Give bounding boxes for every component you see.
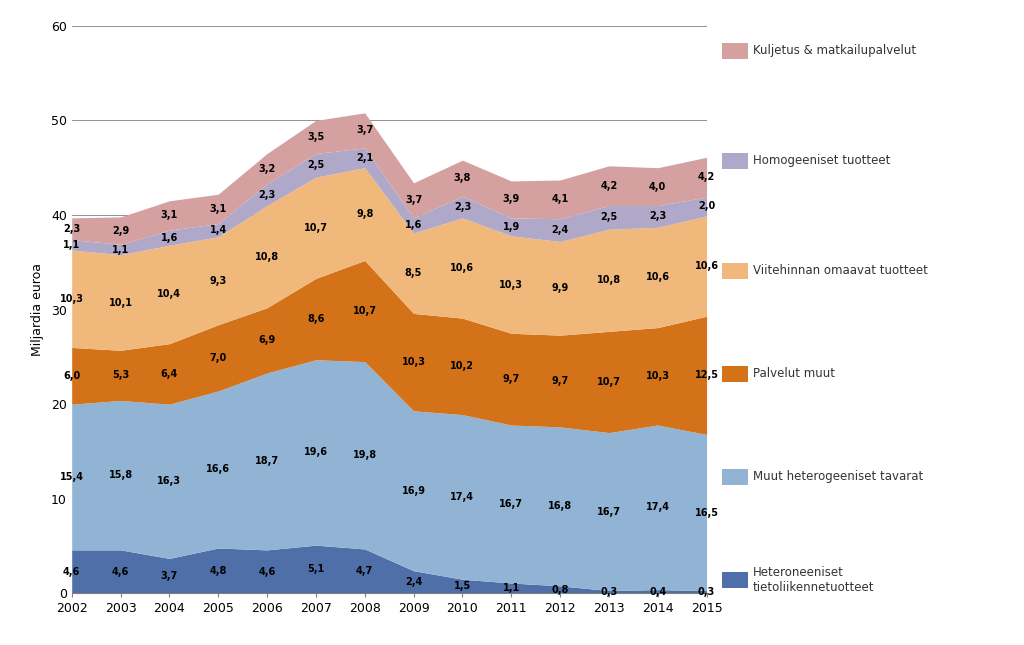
Text: 4,2: 4,2 (698, 172, 715, 182)
Text: 0,3: 0,3 (600, 587, 617, 597)
Text: 1,5: 1,5 (454, 581, 471, 591)
Text: 3,9: 3,9 (503, 194, 520, 204)
Text: 6,4: 6,4 (161, 369, 178, 379)
Text: 9,8: 9,8 (356, 209, 374, 219)
Text: 9,9: 9,9 (552, 283, 568, 293)
Text: 2,3: 2,3 (63, 224, 80, 233)
Text: 2,3: 2,3 (258, 190, 275, 200)
Text: 3,1: 3,1 (161, 210, 178, 221)
Text: 5,3: 5,3 (112, 370, 129, 381)
Text: 4,6: 4,6 (258, 567, 275, 577)
Text: 9,7: 9,7 (503, 374, 520, 384)
Text: 3,7: 3,7 (161, 571, 178, 581)
Text: 4,6: 4,6 (112, 567, 129, 577)
Text: 6,9: 6,9 (258, 335, 275, 345)
Text: 1,6: 1,6 (404, 221, 422, 230)
Text: 4,8: 4,8 (210, 566, 227, 576)
Text: 9,7: 9,7 (552, 376, 568, 386)
Text: Palvelut muut: Palvelut muut (753, 367, 835, 380)
Text: 1,1: 1,1 (503, 583, 520, 593)
Text: Kuljetus & matkailupalvelut: Kuljetus & matkailupalvelut (753, 45, 915, 57)
Text: 0,3: 0,3 (698, 587, 715, 597)
Text: 3,7: 3,7 (356, 125, 374, 135)
Text: Viitehinnan omaavat tuotteet: Viitehinnan omaavat tuotteet (753, 264, 928, 277)
Text: 19,6: 19,6 (304, 448, 328, 457)
Text: 15,8: 15,8 (109, 470, 132, 480)
Text: 10,8: 10,8 (597, 275, 621, 285)
Text: 10,8: 10,8 (255, 252, 280, 262)
Text: 2,3: 2,3 (649, 212, 667, 221)
Text: 2,4: 2,4 (552, 225, 568, 235)
Text: 4,2: 4,2 (600, 181, 617, 191)
Text: 1,1: 1,1 (112, 244, 129, 255)
Text: 12,5: 12,5 (694, 370, 719, 381)
Text: 3,8: 3,8 (454, 173, 471, 183)
Text: 2,3: 2,3 (454, 202, 471, 212)
Text: 18,7: 18,7 (255, 457, 280, 466)
Text: 10,1: 10,1 (109, 297, 132, 308)
Text: 16,7: 16,7 (500, 499, 523, 509)
Text: Homogeeniset tuotteet: Homogeeniset tuotteet (753, 154, 890, 167)
Text: 3,2: 3,2 (258, 164, 275, 174)
Text: 1,9: 1,9 (503, 222, 520, 232)
Text: 10,3: 10,3 (401, 357, 426, 367)
Text: 0,4: 0,4 (649, 586, 667, 597)
Text: 10,6: 10,6 (694, 261, 719, 271)
Text: 4,1: 4,1 (552, 194, 568, 204)
Text: 6,0: 6,0 (63, 371, 80, 381)
Text: 4,6: 4,6 (63, 567, 80, 577)
Text: 10,3: 10,3 (59, 293, 84, 304)
Text: 2,9: 2,9 (112, 226, 129, 235)
Text: 10,7: 10,7 (597, 377, 621, 387)
Text: 0,8: 0,8 (551, 584, 568, 595)
Text: 15,4: 15,4 (59, 472, 84, 482)
Text: 10,6: 10,6 (451, 263, 474, 273)
Text: 2,5: 2,5 (600, 212, 617, 223)
Text: 1,4: 1,4 (210, 225, 226, 235)
Text: 3,1: 3,1 (210, 204, 226, 214)
Text: 2,0: 2,0 (698, 201, 715, 212)
Text: 2,5: 2,5 (307, 161, 325, 170)
Text: 10,7: 10,7 (352, 306, 377, 316)
Text: 8,6: 8,6 (307, 314, 325, 324)
Text: 19,8: 19,8 (352, 450, 377, 461)
Text: 1,6: 1,6 (161, 233, 178, 243)
Text: 10,4: 10,4 (158, 290, 181, 299)
Text: 10,7: 10,7 (304, 223, 328, 233)
Text: 16,9: 16,9 (401, 486, 426, 496)
Text: 4,7: 4,7 (356, 566, 374, 576)
Text: 10,6: 10,6 (646, 272, 670, 283)
Text: 10,3: 10,3 (646, 372, 670, 381)
Text: 17,4: 17,4 (451, 492, 474, 502)
Text: 1,1: 1,1 (63, 240, 80, 250)
Text: Muut heterogeeniset tavarat: Muut heterogeeniset tavarat (753, 470, 923, 483)
Text: 16,3: 16,3 (158, 476, 181, 486)
Text: 16,6: 16,6 (206, 464, 230, 475)
Text: 7,0: 7,0 (210, 353, 226, 363)
Text: 3,5: 3,5 (307, 132, 325, 142)
Text: 16,5: 16,5 (694, 508, 719, 517)
Text: 8,5: 8,5 (404, 268, 422, 278)
Text: 17,4: 17,4 (646, 502, 670, 512)
Text: 2,4: 2,4 (404, 577, 422, 587)
Text: 9,3: 9,3 (210, 276, 226, 286)
Text: 5,1: 5,1 (307, 564, 325, 574)
Text: 10,3: 10,3 (500, 279, 523, 290)
Text: 16,8: 16,8 (548, 501, 572, 511)
Y-axis label: Miljardia euroa: Miljardia euroa (31, 263, 44, 356)
Text: 3,7: 3,7 (404, 195, 422, 205)
Text: 4,0: 4,0 (649, 182, 667, 192)
Text: Heteroneeniset
tietoliikennetuotteet: Heteroneeniset tietoliikennetuotteet (753, 566, 874, 594)
Text: 16,7: 16,7 (597, 506, 621, 517)
Text: 10,2: 10,2 (451, 361, 474, 372)
Text: 2,1: 2,1 (356, 153, 374, 163)
